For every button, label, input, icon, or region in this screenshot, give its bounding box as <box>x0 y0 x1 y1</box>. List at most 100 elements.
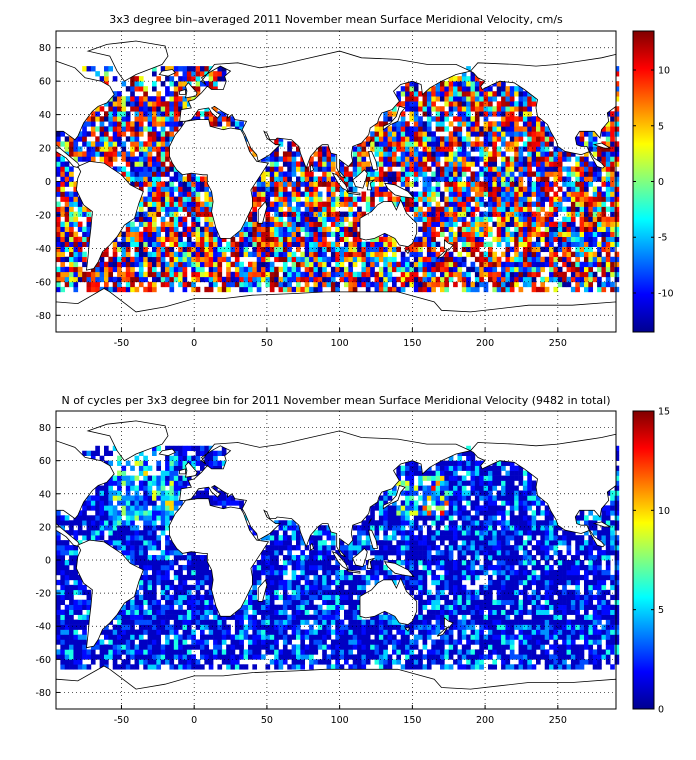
heatmap-cell <box>553 231 559 237</box>
heatmap-cell <box>234 659 240 665</box>
heatmap-cell <box>160 520 166 526</box>
heatmap-cell <box>339 276 345 283</box>
heatmap-cell <box>492 126 498 132</box>
heatmap-cell <box>56 286 61 293</box>
heatmap-cell <box>191 206 196 212</box>
heatmap-cell <box>605 121 611 127</box>
heatmap-cell <box>86 495 92 501</box>
heatmap-cell <box>365 276 371 283</box>
heatmap-cell <box>90 644 96 650</box>
heatmap-cell <box>448 91 454 97</box>
heatmap-cell <box>138 116 144 122</box>
heatmap-cell <box>56 136 61 142</box>
heatmap-cell <box>422 266 428 273</box>
heatmap-cell <box>514 196 519 202</box>
heatmap-cell <box>186 574 192 581</box>
heatmap-cell <box>178 266 183 273</box>
heatmap-cell <box>296 271 301 278</box>
heatmap-cell <box>143 515 148 521</box>
heatmap-cell <box>156 629 162 635</box>
heatmap-cell <box>121 271 127 278</box>
heatmap-cell <box>125 639 131 645</box>
heatmap-cell <box>121 81 127 87</box>
colorbar-tick-label: 0 <box>658 177 664 188</box>
heatmap-cell <box>457 146 463 152</box>
heatmap-cell <box>265 266 271 273</box>
heatmap-cell <box>217 121 223 127</box>
heatmap-cell <box>130 520 135 526</box>
heatmap-cell <box>117 286 122 293</box>
heatmap-cell <box>178 171 183 177</box>
heatmap-cell <box>544 226 550 232</box>
heatmap-cell <box>208 579 214 586</box>
heatmap-cell <box>514 186 519 192</box>
heatmap-cell <box>527 121 532 127</box>
heatmap-cell <box>69 171 74 177</box>
heatmap-cell <box>152 500 157 506</box>
heatmap-cell <box>405 276 410 283</box>
heatmap-cell <box>488 246 493 253</box>
heatmap-cell <box>95 111 100 117</box>
heatmap-cell <box>509 271 515 278</box>
heatmap-cell <box>518 216 524 222</box>
heatmap-cell <box>239 261 244 268</box>
heatmap-cell <box>274 644 279 650</box>
heatmap-cell <box>492 261 498 268</box>
heatmap-cell <box>309 276 314 283</box>
heatmap-cell <box>248 266 253 273</box>
heatmap-cell <box>138 276 144 283</box>
heatmap-cell <box>173 276 179 283</box>
heatmap-cell <box>82 206 87 212</box>
heatmap-cell <box>474 96 480 102</box>
heatmap-cell <box>121 236 127 242</box>
heatmap-cell <box>169 96 175 102</box>
heatmap-cell <box>317 236 323 242</box>
heatmap-cell <box>156 579 162 586</box>
heatmap-cell <box>287 256 292 263</box>
heatmap-cell <box>152 515 157 521</box>
heatmap-cell <box>378 241 384 248</box>
heatmap-cell <box>483 201 489 207</box>
heatmap-cell <box>69 555 74 561</box>
heatmap-cell <box>610 176 615 182</box>
heatmap-cell <box>409 141 415 147</box>
heatmap-cell <box>387 131 393 137</box>
heatmap-cell <box>269 634 275 640</box>
heatmap-cell <box>509 256 515 263</box>
heatmap-cell <box>453 271 458 278</box>
heatmap-cell <box>265 584 271 591</box>
heatmap-cell <box>444 111 450 117</box>
heatmap-cell <box>125 480 131 486</box>
heatmap-cell <box>200 256 205 263</box>
heatmap-cell <box>339 196 345 202</box>
heatmap-cell <box>156 560 162 566</box>
heatmap-cell <box>160 156 166 162</box>
heatmap-cell <box>143 251 148 258</box>
heatmap-cell <box>540 231 546 237</box>
heatmap-cell <box>112 664 118 670</box>
heatmap-cell <box>69 221 74 227</box>
heatmap-cell <box>396 156 402 162</box>
heatmap-cell <box>488 241 493 248</box>
heatmap-cell <box>234 281 240 288</box>
heatmap-cell <box>527 201 532 207</box>
heatmap-cell <box>457 206 463 212</box>
heatmap-cell <box>143 231 148 237</box>
heatmap-cell <box>200 609 205 615</box>
heatmap-cell <box>361 166 367 172</box>
heatmap-cell <box>234 121 240 127</box>
heatmap-cell <box>291 629 297 635</box>
heatmap-cell <box>121 141 127 147</box>
heatmap-cell <box>501 251 506 258</box>
heatmap-cell <box>496 206 502 212</box>
heatmap-cell <box>143 276 148 283</box>
heatmap-cell <box>278 251 284 258</box>
heatmap-cell <box>453 231 458 237</box>
heatmap-cell <box>557 271 563 278</box>
heatmap-cell <box>282 181 288 187</box>
heatmap-cell <box>274 589 279 596</box>
heatmap-cell <box>383 231 388 237</box>
heatmap-cell <box>173 450 179 456</box>
heatmap-cell <box>143 584 148 591</box>
heatmap-cell <box>383 116 388 122</box>
